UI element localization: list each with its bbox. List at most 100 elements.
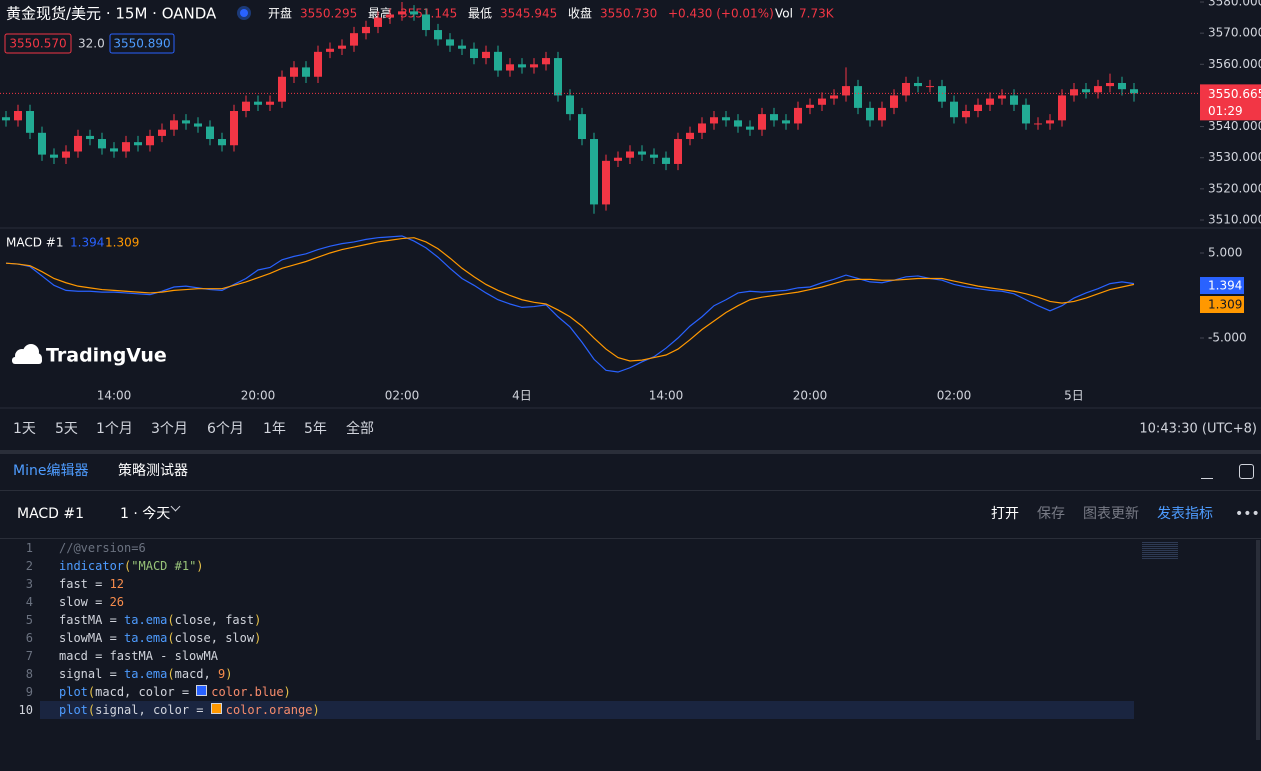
field-value: 3550.295: [300, 7, 357, 21]
code-token: indicator: [59, 559, 125, 573]
price-label: 3550.665: [1208, 87, 1261, 101]
candle-body: [530, 64, 538, 68]
candle-body: [1082, 89, 1090, 93]
value-label: 1.309: [1208, 298, 1242, 312]
candle-body: [830, 95, 838, 99]
price-label-bg: [1200, 84, 1261, 121]
range-button[interactable]: 3个月: [151, 421, 188, 437]
ask-box: [109, 33, 175, 54]
action[interactable]: 发表指标: [1157, 506, 1213, 522]
candle-body: [1130, 89, 1138, 94]
code-token: 26: [109, 595, 125, 609]
candle-body: [602, 160, 610, 205]
candle-body: [1022, 104, 1030, 124]
candle-body: [218, 139, 226, 146]
candle-body: [254, 101, 262, 105]
chart-bg: [0, 0, 1261, 450]
code-token: ): [196, 559, 204, 573]
chevron: [170, 501, 181, 512]
x-tick-label: 4日: [512, 389, 532, 403]
candle-body: [482, 51, 490, 59]
range-button[interactable]: 1年: [263, 421, 286, 437]
candle-body: [710, 117, 718, 124]
line-number: 4: [25, 595, 33, 609]
range-button[interactable]: 全部: [346, 420, 374, 437]
x-tick-label: 02:00: [385, 389, 420, 403]
tab[interactable]: 策略测试器: [118, 463, 188, 479]
candle-body: [782, 120, 790, 124]
change: +0.430 (+0.01%): [668, 7, 774, 21]
line-number: 7: [25, 649, 33, 663]
candle-body: [506, 64, 514, 71]
code-token: slow =: [59, 595, 110, 609]
candle-body: [74, 135, 82, 152]
action[interactable]: 打开: [991, 506, 1019, 522]
code-token: plot: [59, 685, 88, 699]
x-tick-label: 02:00: [937, 389, 972, 403]
code-token: ): [225, 667, 233, 681]
code-line: //@version=6: [59, 539, 146, 557]
candle-body: [686, 132, 694, 140]
candle-body: [458, 45, 466, 49]
candle-body: [290, 67, 298, 77]
more-icon[interactable]: •••: [1235, 506, 1260, 522]
maximize-icon[interactable]: [1239, 464, 1254, 479]
tab-border: [0, 490, 1261, 491]
candle-body: [1094, 86, 1102, 93]
candle-body: [470, 48, 478, 59]
minimize-icon[interactable]: [1201, 478, 1213, 479]
code-token: 9: [217, 667, 226, 681]
color-swatch: [196, 685, 208, 696]
candle-body: [818, 98, 826, 105]
candle-body: [446, 39, 454, 46]
code-line: indicator("MACD #1"): [59, 557, 204, 575]
chart: 3550.570 32.0 3550.890 TradingVue 黄金现货/美…: [0, 0, 1261, 450]
candle-body: [1058, 95, 1066, 121]
candle-body: [722, 117, 730, 121]
candle-body: [278, 76, 286, 102]
code-token: ): [254, 631, 262, 645]
action[interactable]: 保存: [1037, 506, 1065, 522]
version[interactable]: 1 · 今天: [120, 506, 171, 522]
toolbar-border: [0, 538, 1261, 539]
line-number: 1: [25, 541, 33, 555]
vol-value: 7.73K: [799, 7, 835, 21]
code-line: fast = 12: [59, 575, 124, 593]
code-token: signal, color =: [95, 703, 211, 717]
tab[interactable]: Mine编辑器: [13, 463, 89, 479]
candle-body: [698, 123, 706, 133]
code-token: macd,: [174, 667, 218, 681]
candle-body: [734, 120, 742, 127]
vol-label: Vol: [775, 7, 793, 21]
line-number: 9: [25, 685, 33, 699]
candle-body: [554, 58, 562, 96]
y-tick-label: 3580.000: [1208, 0, 1261, 9]
candle-body: [806, 104, 814, 108]
candle-body: [230, 111, 238, 146]
pane-title: MACD #1: [6, 236, 63, 250]
candle-body: [122, 142, 130, 152]
action[interactable]: 图表更新: [1083, 506, 1139, 522]
line-number: 8: [25, 667, 33, 681]
candle-body: [542, 58, 550, 65]
watermark: TradingVue: [46, 345, 167, 367]
candle-body: [770, 114, 778, 121]
field-value: 3550.730: [600, 7, 657, 21]
range-button[interactable]: 5年: [304, 421, 327, 437]
code-line: slow = 26: [59, 593, 124, 611]
status-dot-inner: [240, 9, 248, 17]
x-tick-label: 14:00: [649, 389, 684, 403]
line-number: 2: [25, 559, 33, 573]
y-tick-label: -5.000: [1208, 331, 1247, 345]
candle-body: [998, 95, 1006, 99]
value-label: 1.394: [1208, 279, 1242, 293]
candle-body: [362, 26, 370, 34]
range-button[interactable]: 5天: [55, 421, 78, 437]
candle-body: [14, 111, 22, 121]
value-label-bg: [1200, 277, 1244, 294]
range-button[interactable]: 1个月: [96, 421, 133, 437]
candle-body: [86, 135, 94, 140]
range-button[interactable]: 6个月: [207, 421, 244, 437]
range-button[interactable]: 1天: [13, 421, 36, 437]
clock: 10:43:30 (UTC+8): [1139, 422, 1257, 437]
